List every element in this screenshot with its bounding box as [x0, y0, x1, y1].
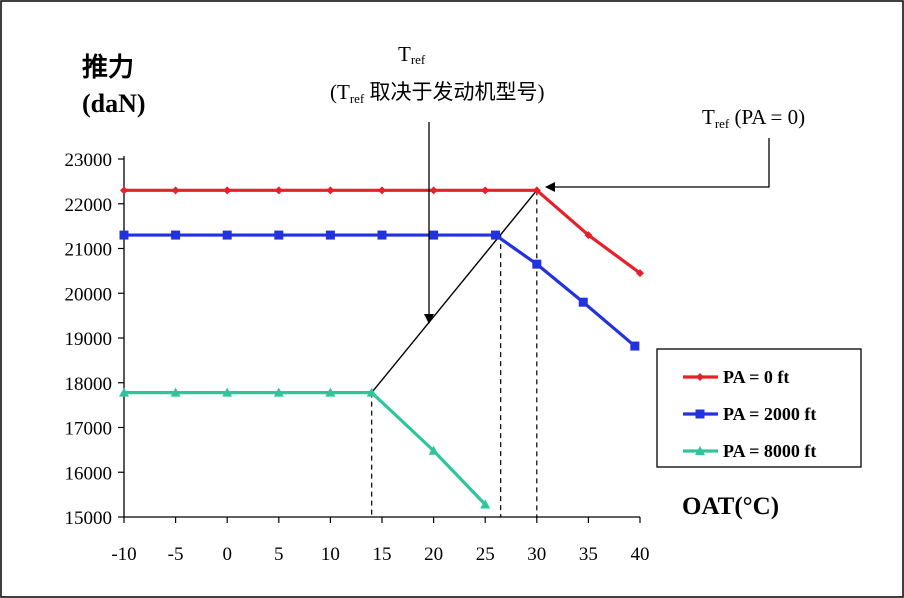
series-line-1 — [124, 233, 636, 348]
x-tick-label: 35 — [579, 544, 598, 565]
legend-label: PA = 8000 ft — [723, 441, 816, 461]
data-point — [274, 230, 284, 240]
tref-pa0-sub: ref — [715, 116, 730, 131]
tref-line — [371, 189, 538, 394]
y-tick-label: 17000 — [65, 419, 113, 440]
tref-pa0-arrow — [545, 138, 770, 192]
y-axis-title-line2: (daN) — [82, 89, 146, 118]
data-point — [325, 230, 335, 240]
data-point — [222, 230, 232, 240]
tref-note-open: (T — [330, 80, 350, 104]
legend-marker — [695, 446, 705, 455]
tref-label: Tref — [398, 42, 426, 67]
data-point — [171, 186, 180, 195]
legend-label: PA = 2000 ft — [723, 404, 816, 424]
y-tick-label: 16000 — [65, 463, 113, 484]
x-tick-label: 10 — [321, 544, 340, 565]
data-point — [223, 186, 232, 195]
data-point — [325, 387, 336, 397]
data-point — [377, 230, 387, 240]
data-point — [274, 186, 283, 195]
data-point — [366, 387, 377, 397]
data-point — [120, 186, 128, 195]
tref-note: (Tref 取决于发动机型号) — [330, 80, 545, 106]
series-line-2 — [124, 390, 487, 506]
y-tick-label: 19000 — [65, 329, 113, 350]
tref-pa0-label: Tref (PA = 0) — [702, 105, 805, 131]
x-tick-label: 5 — [274, 544, 284, 565]
x-tick-label: 20 — [424, 544, 443, 565]
y-axis-title-line1: 推力 — [82, 53, 134, 82]
y-tick-label: 22000 — [65, 195, 113, 216]
data-point — [630, 341, 640, 351]
data-point — [429, 230, 439, 240]
tref-label-sub: ref — [411, 52, 426, 67]
y-tick-label: 20000 — [65, 284, 113, 305]
x-tick-label: -5 — [168, 544, 184, 565]
legend-label: PA = 0 ft — [723, 367, 789, 387]
x-tick-label: 0 — [222, 544, 232, 565]
data-point — [532, 186, 541, 195]
y-tick-label: 18000 — [65, 374, 113, 395]
legend-box — [656, 348, 862, 468]
data-point — [481, 186, 490, 195]
y-tick-label: 23000 — [65, 150, 113, 171]
tref-label-main: T — [398, 42, 411, 66]
x-tick-label: 40 — [631, 544, 650, 565]
data-point — [532, 259, 542, 269]
x-tick-label: 25 — [476, 544, 495, 565]
data-point — [480, 499, 491, 509]
legend-marker — [696, 373, 704, 381]
legend: PA = 0 ft PA = 2000 ft PA = 8000 ft — [656, 348, 862, 468]
data-point — [170, 387, 181, 397]
tref-note-sub: ref — [350, 91, 365, 106]
data-point — [429, 186, 438, 195]
data-point — [584, 231, 593, 240]
data-point — [636, 269, 644, 278]
tref-pa0-rest: (PA = 0) — [729, 105, 805, 129]
data-point — [171, 230, 181, 240]
data-point — [119, 387, 129, 397]
tref-pa0-main: T — [702, 105, 715, 129]
x-tick-label: 30 — [527, 544, 546, 565]
data-point — [578, 297, 588, 307]
x-tick-label: 15 — [373, 544, 392, 565]
data-point — [378, 186, 386, 195]
data-point — [491, 230, 501, 240]
y-tick-label: 15000 — [65, 508, 113, 529]
y-tick-label: 21000 — [65, 240, 113, 261]
x-tick-label: -10 — [111, 544, 136, 565]
data-point — [222, 387, 233, 397]
legend-marker — [695, 409, 705, 419]
data-point — [428, 445, 439, 455]
tref-note-rest: 取决于发动机型号) — [364, 80, 544, 104]
data-point — [273, 387, 284, 397]
data-point — [326, 186, 335, 195]
x-axis-title: OAT(°C) — [682, 493, 779, 520]
data-point — [119, 230, 129, 240]
